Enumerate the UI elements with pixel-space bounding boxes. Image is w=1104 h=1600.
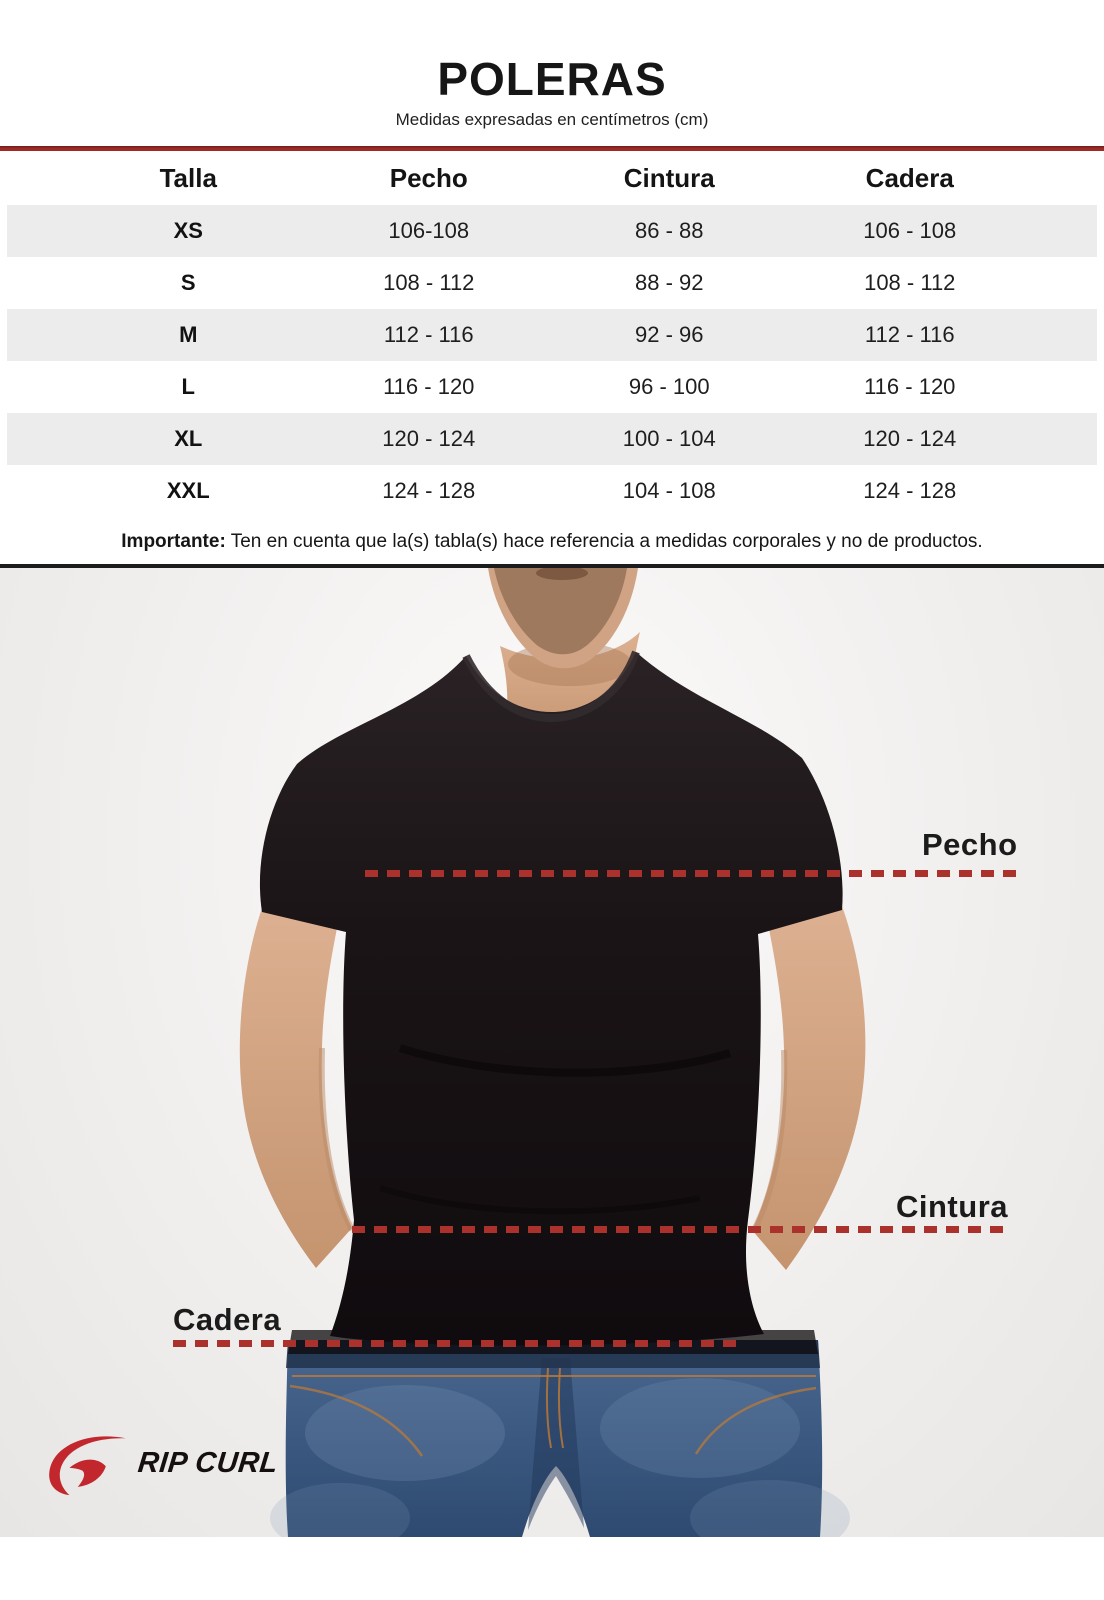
left-arm-shading — [318, 1047, 355, 1232]
waist-measure-line — [352, 1226, 1012, 1233]
size-table: XS 106-108 86 - 88 106 - 108 S 108 - 112… — [0, 205, 1104, 517]
rip-curl-wave-icon — [49, 1436, 126, 1496]
hip-cell: 116 - 120 — [864, 374, 956, 399]
hip-cell: 124 - 128 — [863, 478, 957, 503]
size-cell: M — [179, 322, 198, 347]
column-header-cadera: Cadera — [865, 162, 954, 193]
table-header-row: Talla Pecho Cintura Cadera — [0, 151, 1104, 205]
hip-cell: 108 - 112 — [864, 270, 956, 295]
right-pocket-stitching — [694, 1386, 817, 1455]
model-right-arm — [752, 906, 866, 1270]
waist-cell: 88 - 92 — [635, 270, 704, 295]
red-divider — [0, 146, 1104, 151]
table-row: XS 106-108 86 - 88 106 - 108 — [7, 205, 1097, 257]
table-row: XL 120 - 124 100 - 104 120 - 124 — [7, 413, 1097, 465]
right-arm-shading — [751, 1049, 788, 1232]
page-title: POLERAS — [437, 53, 667, 105]
waist-cell: 96 - 100 — [628, 374, 710, 399]
important-note-label: Importante: — [121, 531, 226, 552]
denim-wash — [270, 1483, 410, 1537]
chest-cell: 120 - 124 — [382, 426, 476, 451]
table-row: M 112 - 116 92 - 96 112 - 116 — [7, 309, 1097, 361]
shirt-wrinkle — [379, 1185, 701, 1215]
chest-cell: 112 - 116 — [383, 322, 474, 347]
size-cell: XXL — [166, 478, 210, 503]
table-row: XXL 124 - 128 104 - 108 124 - 128 — [7, 465, 1097, 517]
hip-cell: 106 - 108 — [863, 218, 957, 243]
brand-logo: RIP CURL — [44, 1430, 280, 1496]
column-header-pecho: Pecho — [389, 162, 468, 193]
mouth-shadow — [536, 568, 588, 580]
brand-name: RIP CURL — [136, 1446, 280, 1479]
important-note: Importante: Ten en cuenta que la(s) tabl… — [0, 530, 1104, 553]
denim-wash — [600, 1378, 800, 1478]
chest-measure-line — [365, 870, 1022, 877]
hip-label: Cadera — [173, 1302, 282, 1337]
size-cell: XS — [173, 218, 203, 243]
table-row: L 116 - 120 96 - 100 116 - 120 — [7, 361, 1097, 413]
chest-label: Pecho — [922, 827, 1018, 862]
column-header-talla: Talla — [159, 162, 217, 193]
denim-wash — [690, 1480, 850, 1537]
beard-stubble — [494, 568, 627, 655]
left-pocket-stitching — [289, 1384, 424, 1457]
chest-cell: 106-108 — [388, 218, 470, 243]
model-tshirt — [259, 652, 843, 1346]
table-row: S 108 - 112 88 - 92 108 - 112 — [7, 257, 1097, 309]
model-left-arm — [239, 908, 352, 1268]
chest-cell: 108 - 112 — [383, 270, 475, 295]
fly-stitching — [546, 1367, 564, 1449]
model-illustration — [239, 568, 866, 1537]
hip-cell: 120 - 124 — [863, 426, 957, 451]
waist-cell: 104 - 108 — [622, 478, 716, 503]
denim-wash — [305, 1385, 505, 1481]
chest-cell: 124 - 128 — [382, 478, 476, 503]
waist-cell: 86 - 88 — [635, 218, 704, 243]
hip-cell: 112 - 116 — [864, 322, 955, 347]
waist-label: Cintura — [896, 1189, 1008, 1224]
column-header-cintura: Cintura — [623, 162, 715, 193]
page-subtitle: Medidas expresadas en centímetros (cm) — [395, 110, 709, 129]
shirt-wrinkle — [398, 1044, 732, 1077]
size-cell: L — [181, 374, 195, 399]
waist-cell: 92 - 96 — [635, 322, 704, 347]
waist-cell: 100 - 104 — [622, 426, 716, 451]
photo-divider — [0, 564, 1104, 568]
collar-rib — [462, 650, 640, 723]
important-note-text: Ten en cuenta que la(s) tabla(s) hace re… — [225, 531, 983, 552]
size-cell: XL — [174, 426, 203, 451]
measurement-photo: Pecho Cintura Cadera RIP CURL — [0, 568, 1104, 1537]
hip-measure-line — [173, 1340, 740, 1347]
size-cell: S — [180, 270, 196, 295]
chest-cell: 116 - 120 — [383, 374, 475, 399]
jeans-inseam-shadow — [528, 1358, 584, 1530]
